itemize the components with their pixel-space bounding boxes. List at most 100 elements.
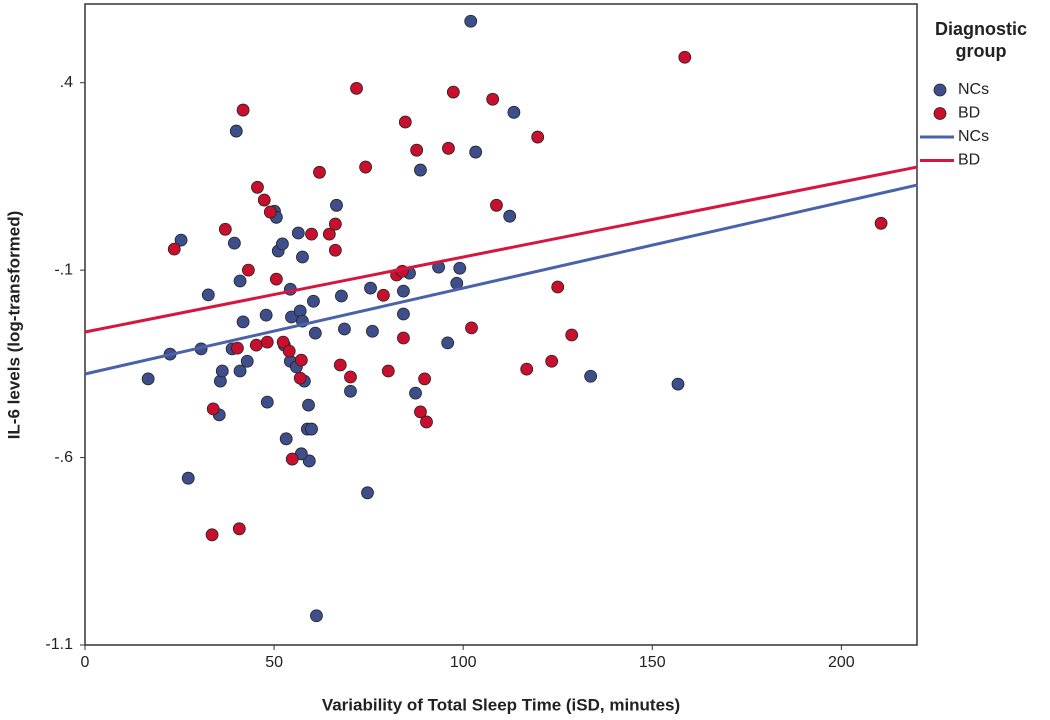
point: [420, 415, 433, 429]
point: [308, 326, 322, 340]
point: [167, 242, 181, 256]
point: [276, 237, 289, 251]
x-tick-label: 150: [639, 654, 666, 671]
legend-label: BD: [958, 152, 980, 169]
point: [232, 522, 246, 536]
point: [282, 344, 296, 358]
point: [241, 263, 255, 277]
fit-line: [84, 165, 918, 334]
point: [414, 163, 427, 177]
point: [335, 289, 348, 303]
point: [296, 250, 309, 264]
point: [350, 81, 363, 95]
point: [398, 115, 412, 129]
point: [305, 422, 318, 436]
point: [671, 377, 685, 391]
point: [410, 143, 424, 157]
y-tick-label: -.1: [54, 261, 73, 278]
point: [464, 14, 478, 28]
point: [322, 227, 336, 241]
point: [584, 369, 598, 383]
y-axis-label: IL-6 levels (log-transformed): [4, 211, 23, 440]
point: [291, 226, 305, 240]
point: [174, 233, 188, 247]
point: [486, 92, 500, 106]
point: [231, 341, 244, 355]
x-tick-label: 0: [81, 654, 90, 671]
y-tick-label: -.6: [54, 449, 73, 466]
point: [240, 354, 254, 368]
point: [364, 281, 377, 295]
fit-line: [84, 183, 918, 376]
point: [233, 274, 247, 288]
point: [531, 130, 545, 144]
legend-marker: [933, 107, 947, 120]
point: [441, 336, 455, 350]
point: [465, 321, 478, 335]
point: [276, 335, 290, 349]
point: [397, 284, 410, 298]
point: [201, 288, 215, 302]
point: [414, 405, 427, 419]
y-tick-label: .4: [60, 74, 73, 91]
x-tick-label: 50: [265, 654, 283, 671]
point: [236, 315, 250, 329]
point: [397, 331, 410, 345]
point: [227, 236, 241, 250]
point: [259, 308, 273, 322]
point: [361, 486, 374, 500]
point: [285, 452, 299, 466]
legend-title: Diagnostic group: [934, 19, 1027, 61]
point: [263, 205, 277, 219]
point: [551, 280, 565, 294]
point: [453, 261, 467, 275]
x-tick-label: 200: [828, 654, 855, 671]
point: [376, 288, 390, 302]
point: [678, 50, 692, 64]
point: [236, 103, 250, 117]
legend-marker: [933, 83, 947, 97]
point: [205, 528, 219, 542]
point: [229, 124, 243, 138]
point: [141, 372, 155, 386]
point: [305, 227, 318, 241]
point: [328, 243, 342, 257]
y-tick-label: -1.1: [45, 636, 73, 653]
point: [215, 364, 229, 378]
point: [294, 353, 308, 367]
point: [279, 432, 293, 446]
point: [520, 362, 534, 376]
point: [307, 294, 320, 308]
point: [507, 105, 521, 119]
point: [397, 307, 410, 321]
point: [874, 216, 888, 230]
point: [285, 310, 298, 324]
point: [366, 324, 379, 338]
point: [313, 165, 326, 179]
legend-label: NCs: [958, 81, 989, 98]
point: [442, 141, 455, 155]
point: [503, 209, 517, 223]
point: [181, 471, 195, 485]
point: [565, 328, 579, 342]
point: [206, 402, 220, 416]
x-tick-label: 100: [450, 654, 477, 671]
point: [344, 370, 357, 384]
point: [257, 193, 271, 207]
point: [330, 198, 343, 212]
point: [490, 198, 503, 212]
point: [260, 335, 274, 349]
point: [269, 272, 283, 286]
legend-label: NCs: [958, 128, 989, 145]
point: [418, 372, 432, 386]
point: [338, 322, 351, 336]
point: [302, 398, 315, 412]
point: [260, 395, 274, 409]
point: [328, 217, 342, 231]
point: [545, 354, 559, 368]
point: [381, 364, 395, 378]
point: [409, 386, 422, 400]
point: [333, 358, 347, 372]
